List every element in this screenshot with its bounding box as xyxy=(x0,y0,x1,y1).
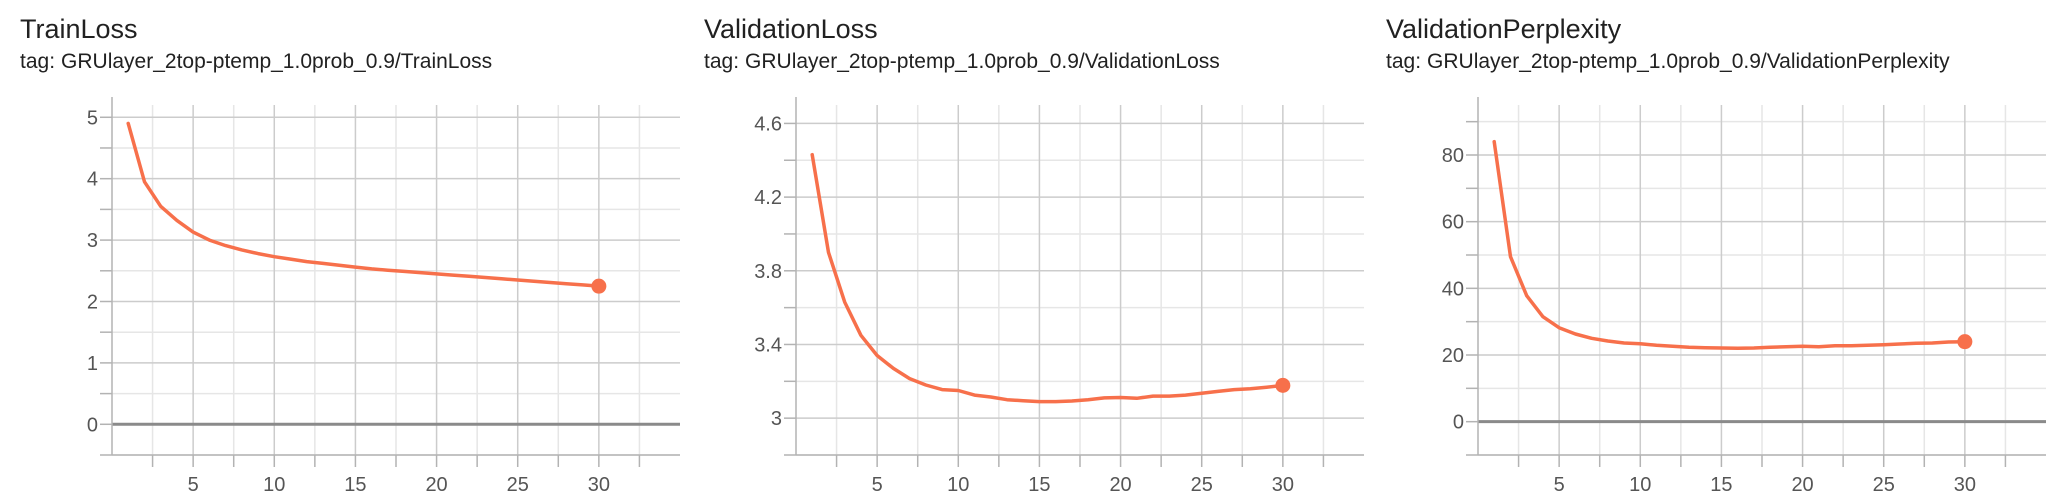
chart-panel-validationloss: ValidationLoss tag: GRUlayer_2top-ptemp_1… xyxy=(684,0,1364,500)
chart-tag: tag: GRUlayer_2top-ptemp_1.0prob_0.9/Trai… xyxy=(20,50,492,74)
x-tick-label: 10 xyxy=(1629,474,1651,496)
chart-title: TrainLoss xyxy=(20,14,138,44)
x-tick-label: 5 xyxy=(872,474,883,496)
x-tick-label: 20 xyxy=(425,474,447,496)
tag-value: GRUlayer_2top-ptemp_1.0prob_0.9/Validati… xyxy=(745,50,1220,73)
x-tick-label: 15 xyxy=(344,474,366,496)
x-tick-label: 15 xyxy=(1028,474,1050,496)
chart-tag: tag: GRUlayer_2top-ptemp_1.0prob_0.9/Vali… xyxy=(1386,50,1950,74)
chart-title: ValidationPerplexity xyxy=(1386,14,1622,44)
series-endpoint xyxy=(591,278,607,294)
tag-label: tag: xyxy=(20,50,56,73)
x-tick-label: 25 xyxy=(1873,474,1895,496)
y-tick-label: 20 xyxy=(1442,345,1464,367)
y-tick-label: 4 xyxy=(87,169,98,191)
y-tick-label: 3.8 xyxy=(754,261,782,283)
y-tick-label: 60 xyxy=(1442,212,1464,234)
series-line xyxy=(810,152,1285,404)
y-tick-label: 40 xyxy=(1442,278,1464,300)
y-tick-label: 3 xyxy=(771,408,782,430)
y-tick-label: 1 xyxy=(87,353,98,375)
y-tick-label: 5 xyxy=(87,107,98,129)
tag-value: GRUlayer_2top-ptemp_1.0prob_0.9/TrainLos… xyxy=(61,50,493,73)
y-tick-label: 0 xyxy=(1453,412,1464,434)
x-tick-label: 25 xyxy=(507,474,529,496)
y-tick-label: 0 xyxy=(87,414,98,436)
y-tick-label: 80 xyxy=(1442,145,1464,167)
chart-plot: 0 20 40 60 80 5 10 15 20 25 30 xyxy=(1442,97,2046,496)
y-tick-label: 3.4 xyxy=(754,334,782,356)
y-tick-label: 4.6 xyxy=(754,113,782,135)
x-tick-label: 20 xyxy=(1109,474,1131,496)
x-tick-label: 5 xyxy=(1554,474,1565,496)
series-line xyxy=(126,121,601,288)
chart-tag: tag: GRUlayer_2top-ptemp_1.0prob_0.9/Vali… xyxy=(704,50,1220,74)
x-tick-label: 15 xyxy=(1710,474,1732,496)
chart-title: ValidationLoss xyxy=(704,14,878,44)
y-tick-label: 4.2 xyxy=(754,187,782,209)
chart-plot: 3 3.4 3.8 4.2 4.6 5 10 15 20 25 30 xyxy=(754,97,1364,496)
series-endpoint xyxy=(1957,334,1973,350)
x-tick-label: 30 xyxy=(1272,474,1294,496)
x-tick-label: 10 xyxy=(947,474,969,496)
series-endpoint xyxy=(1275,377,1291,393)
y-tick-label: 2 xyxy=(87,291,98,313)
tag-value: GRUlayer_2top-ptemp_1.0prob_0.9/Validati… xyxy=(1427,50,1950,73)
chart-plot: 0 1 2 3 4 5 5 10 15 20 25 30 xyxy=(87,97,680,496)
chart-panel-validationperplexity: ValidationPerplexity tag: GRUlayer_2top-p… xyxy=(1366,0,2046,500)
tag-label: tag: xyxy=(704,50,740,73)
x-tick-label: 30 xyxy=(1954,474,1976,496)
x-tick-label: 10 xyxy=(263,474,285,496)
x-tick-label: 5 xyxy=(188,474,199,496)
tag-label: tag: xyxy=(1386,50,1422,73)
chart-panel-trainloss: TrainLoss tag: GRUlayer_2top-ptemp_1.0pro… xyxy=(0,0,680,500)
x-tick-label: 20 xyxy=(1791,474,1813,496)
y-tick-label: 3 xyxy=(87,230,98,252)
x-tick-label: 25 xyxy=(1191,474,1213,496)
x-tick-label: 30 xyxy=(588,474,610,496)
series-line xyxy=(1492,139,1967,351)
